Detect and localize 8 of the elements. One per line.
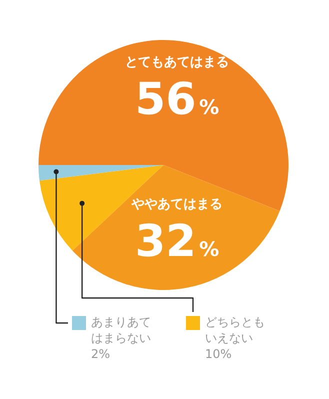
legend-label: あまりあてはまらない <box>91 314 151 346</box>
data-label: 2% <box>91 346 112 362</box>
legend-label: どちらともいえない <box>205 314 265 346</box>
data-label: 56% <box>134 74 220 125</box>
data-label: 10% <box>205 346 233 362</box>
data-label: 32% <box>134 216 220 268</box>
slice-label: とてもあてはまる <box>125 54 230 70</box>
slice-label: ややあてはまる <box>130 197 223 212</box>
